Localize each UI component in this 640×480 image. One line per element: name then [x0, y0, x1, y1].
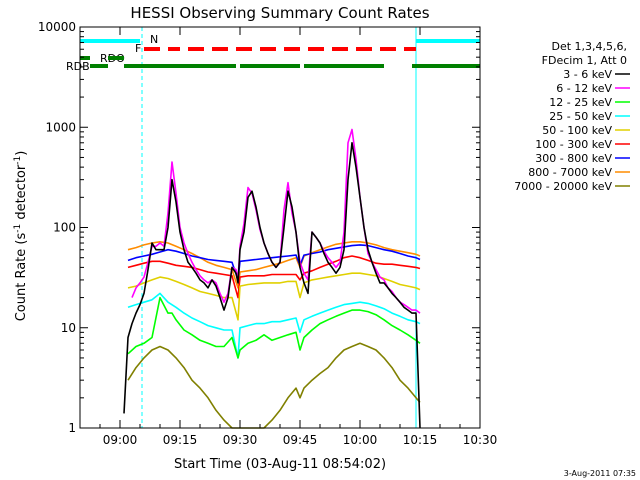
y-axis-label-mid: detector — [14, 164, 29, 224]
y-tick-label: 100 — [53, 221, 76, 235]
series-line — [127, 241, 421, 289]
x-axis: 09:00 09:15 09:30 09:45 10:00 10:15 10:30 — [79, 27, 498, 447]
series-line — [131, 128, 421, 314]
legend-entry-label: 6 - 12 keV — [556, 82, 612, 95]
legend-entry-label: 7000 - 20000 keV — [514, 180, 612, 193]
chart-title: HESSI Observing Summary Count Rates — [130, 4, 429, 22]
series-line — [127, 296, 421, 359]
legend-header-1: Det 1,3,4,5,6, — [551, 40, 627, 53]
series-line — [127, 255, 421, 299]
y-tick-label: 10000 — [38, 20, 76, 34]
flag-label-n: N — [150, 33, 158, 46]
x-tick-label: 09:00 — [103, 433, 138, 447]
footer-timestamp: 3-Aug-2011 07:35 — [564, 469, 636, 478]
series-line — [127, 342, 421, 429]
series-line — [123, 142, 421, 429]
legend-entry-label: 800 - 7000 keV — [528, 166, 612, 179]
y-tick-label: 10 — [61, 321, 76, 335]
y-axis-label-main: Count Rate (s — [14, 233, 29, 322]
y-axis-label: Count Rate (s-1 detector-1) — [13, 151, 29, 322]
y-axis-label-sup1: -1 — [13, 224, 23, 233]
legend-entry-label: 25 - 50 keV — [549, 110, 612, 123]
y-tick-label: 1000 — [45, 120, 76, 134]
series-layer — [123, 128, 421, 429]
series-line — [127, 292, 421, 359]
y-axis-label-sup2: -1 — [13, 156, 23, 165]
flag-label-rdb: RDB — [66, 60, 90, 73]
night-boundary-lines — [79, 27, 481, 428]
legend-entry-label: 12 - 25 keV — [549, 96, 612, 109]
x-tick-label: 10:30 — [463, 433, 498, 447]
x-tick-label: 09:30 — [223, 433, 258, 447]
x-tick-label: 10:15 — [403, 433, 438, 447]
x-tick-label: 09:15 — [163, 433, 198, 447]
plot-frame — [79, 26, 481, 429]
flag-label-f: F — [135, 42, 141, 55]
x-tick-label: 09:45 — [283, 433, 318, 447]
y-axis: 1 10 100 1000 10000 — [38, 20, 480, 435]
legend: Det 1,3,4,5,6, FDecim 1, Att 0 3 - 6 keV… — [514, 40, 630, 193]
series-line — [127, 244, 421, 281]
legend-header-2: FDecim 1, Att 0 — [542, 54, 627, 67]
legend-entry-label: 50 - 100 keV — [542, 124, 612, 137]
legend-entry-label: 3 - 6 keV — [563, 68, 612, 81]
flag-bars: N F RDO RDB — [66, 33, 480, 73]
y-tick-label: 1 — [68, 421, 76, 435]
series-line — [127, 272, 421, 321]
legend-entry-label: 300 - 800 keV — [535, 152, 612, 165]
x-axis-label: Start Time (03-Aug-11 08:54:02) — [174, 457, 386, 472]
y-axis-label-end: ) — [14, 151, 29, 156]
legend-entry-label: 100 - 300 keV — [535, 138, 612, 151]
x-tick-label: 10:00 — [343, 433, 378, 447]
